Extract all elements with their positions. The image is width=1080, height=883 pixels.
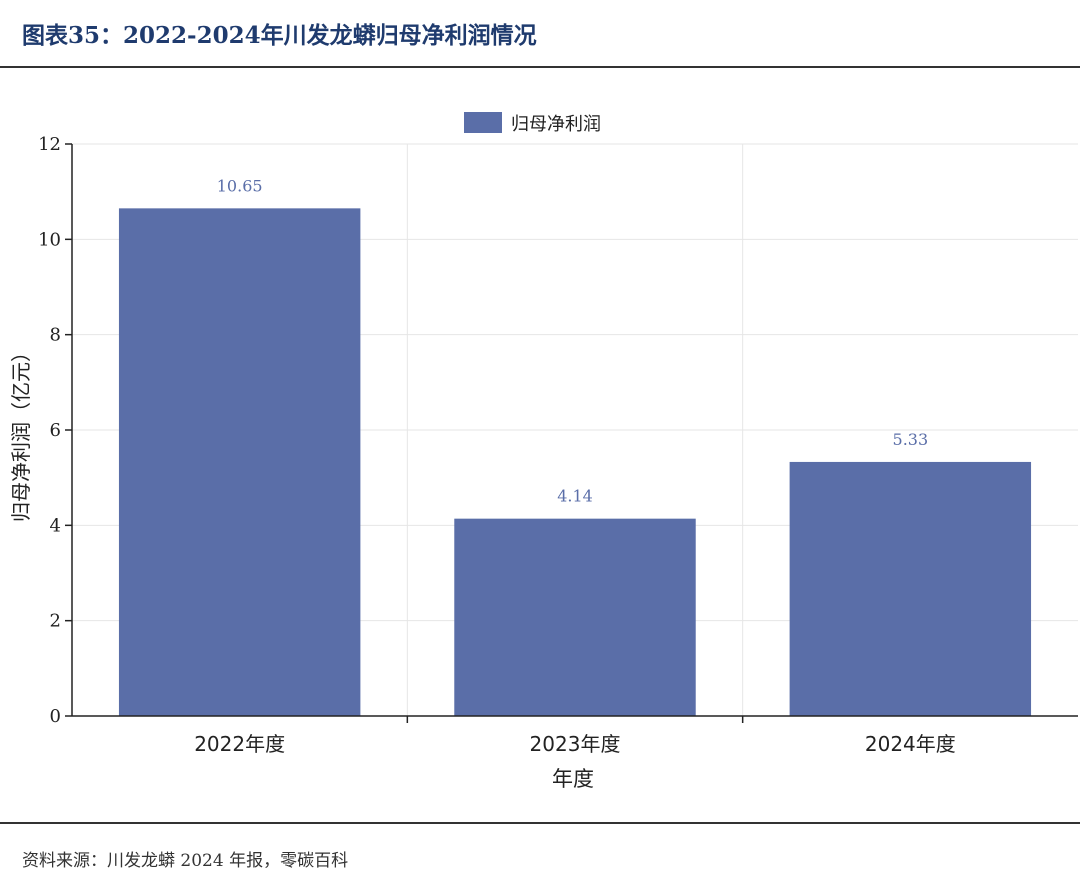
y-tick-label: 8 bbox=[50, 325, 61, 346]
footer-divider bbox=[0, 822, 1080, 824]
data-label: 4.14 bbox=[557, 487, 593, 506]
y-axis-title: 归母净利润（亿元） bbox=[9, 342, 33, 522]
x-axis-title: 年度 bbox=[552, 767, 594, 791]
data-label: 5.33 bbox=[893, 430, 929, 449]
bar bbox=[789, 461, 1032, 716]
y-tick-label: 6 bbox=[50, 420, 61, 441]
legend-swatch bbox=[464, 112, 502, 133]
title-divider bbox=[0, 66, 1080, 68]
y-tick-label: 10 bbox=[38, 229, 61, 250]
source-note: 资料来源：川发龙蟒 2024 年报，零碳百科 bbox=[22, 851, 349, 871]
x-tick-label: 2023年度 bbox=[530, 732, 621, 756]
bar bbox=[118, 208, 361, 716]
y-tick-label: 2 bbox=[50, 611, 61, 632]
bar bbox=[454, 518, 696, 716]
legend-label: 归母净利润 bbox=[511, 114, 601, 135]
x-tick-label: 2024年度 bbox=[865, 732, 956, 756]
bar-chart: 10.65 4.14 5.33 0 2 4 6 8 10 12 2022年度 2023年度 2024年度… bbox=[9, 112, 1078, 791]
chart-area: 10.65 4.14 5.33 0 2 4 6 8 10 12 2022年度 2023年度 2024年度… bbox=[0, 70, 1080, 820]
header: 图表35：2022-2024年川发龙蟒归母净利润情况 bbox=[0, 0, 1080, 68]
chart-title: 图表35：2022-2024年川发龙蟒归母净利润情况 bbox=[22, 22, 537, 49]
y-tick-label: 12 bbox=[38, 134, 61, 155]
x-tick-label: 2022年度 bbox=[194, 732, 285, 756]
y-tick-label: 0 bbox=[50, 706, 61, 727]
data-label: 10.65 bbox=[217, 176, 263, 195]
y-tick-label: 4 bbox=[50, 515, 61, 536]
